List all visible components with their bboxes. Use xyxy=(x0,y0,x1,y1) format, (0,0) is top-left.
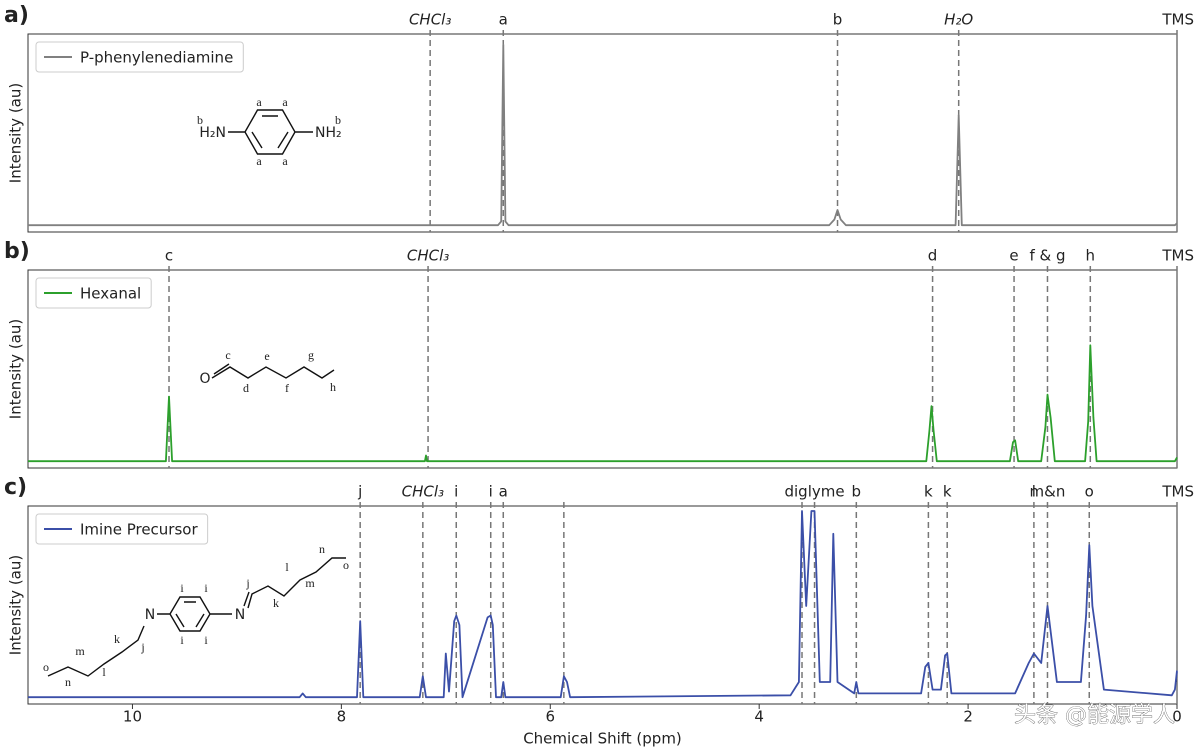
reference-label: b xyxy=(833,11,843,29)
structure-label: i xyxy=(204,633,208,647)
x-tick-label: 10 xyxy=(123,708,142,726)
legend: P-phenylenediamine xyxy=(35,41,244,73)
spectrum-line xyxy=(28,344,1178,463)
watermark: 头条 @能源学人 xyxy=(1014,703,1175,728)
x-axis-label: Chemical Shift (ppm) xyxy=(523,730,682,748)
structure-label: o xyxy=(343,558,349,572)
reference-label: CHCl₃ xyxy=(402,483,444,501)
structure-label: j xyxy=(140,640,144,654)
panel-label: b) xyxy=(4,239,30,264)
structure-label: i xyxy=(180,581,184,595)
x-tick-label: 8 xyxy=(337,708,347,726)
structure-label: n xyxy=(65,675,71,689)
reference-label: e xyxy=(1009,247,1018,265)
reference-label: a xyxy=(499,11,508,29)
structure-label: j xyxy=(245,576,249,590)
reference-label: CHCl₃ xyxy=(409,11,451,29)
reference-label: diglyme xyxy=(784,483,844,501)
reference-label: c xyxy=(165,247,173,265)
structure-label: i xyxy=(204,581,208,595)
structure-label: a xyxy=(256,154,262,168)
structure-label: H₂N xyxy=(199,125,226,141)
structure-label: h xyxy=(330,380,336,394)
reference-label: f & g xyxy=(1029,247,1065,265)
reference-label: m&n xyxy=(1030,483,1066,501)
legend-label: Imine Precursor xyxy=(80,521,198,539)
structure-a: a a a a b b H₂N NH₂ xyxy=(197,95,342,168)
reference-label: h xyxy=(1086,247,1096,265)
legend-label: Hexanal xyxy=(80,285,141,303)
x-tick-label: 2 xyxy=(963,708,973,726)
y-axis-label: Intensity (au) xyxy=(7,555,25,655)
structure-label: b xyxy=(197,113,203,127)
plot-frame xyxy=(27,269,1178,469)
structure-label: a xyxy=(282,154,288,168)
x-tick-label: 6 xyxy=(545,708,555,726)
structure-label: NH₂ xyxy=(315,125,342,141)
reference-label: l xyxy=(1032,483,1036,501)
x-tick-label: 4 xyxy=(754,708,764,726)
panel-label: a) xyxy=(4,3,29,28)
reference-label: TMS xyxy=(1161,11,1194,29)
structure-label: a xyxy=(282,95,288,109)
legend-box xyxy=(35,41,244,73)
reference-label: d xyxy=(928,247,938,265)
structure-label: n xyxy=(319,542,325,556)
structure-label: g xyxy=(308,348,314,362)
structure-label: m xyxy=(305,576,315,590)
structure-label: d xyxy=(243,381,249,395)
y-axis-label: Intensity (au) xyxy=(7,83,25,183)
structure-b: O c d e f g h xyxy=(199,348,336,395)
structure-label: e xyxy=(264,349,269,363)
legend-label: P-phenylenediamine xyxy=(80,49,233,67)
reference-label: k xyxy=(924,483,933,501)
reference-label: i xyxy=(454,483,458,501)
reference-label: b xyxy=(852,483,862,501)
reference-label: TMS xyxy=(1161,247,1194,265)
structure-label: a xyxy=(256,95,262,109)
spectrum-line xyxy=(28,43,1178,227)
structure-label: k xyxy=(273,596,279,610)
x-tick-label: 0 xyxy=(1172,708,1182,726)
legend: Imine Precursor xyxy=(35,513,209,545)
legend: Hexanal xyxy=(35,277,152,309)
structure-label: o xyxy=(43,660,49,674)
reference-label: i xyxy=(489,483,493,501)
reference-label: TMS xyxy=(1161,483,1194,501)
reference-label: j xyxy=(357,483,362,501)
reference-label: H₂O xyxy=(944,11,973,29)
reference-label: CHCl₃ xyxy=(407,247,449,265)
structure-label: m xyxy=(75,644,85,658)
reference-label: k xyxy=(943,483,952,501)
reference-label: o xyxy=(1085,483,1094,501)
structure-label: c xyxy=(225,348,230,362)
legend-box xyxy=(35,513,209,545)
structure-label: b xyxy=(335,113,341,127)
structure-label: l xyxy=(102,665,106,679)
structure-label: f xyxy=(285,381,289,395)
structure-label: N xyxy=(235,607,245,623)
reference-label: a xyxy=(499,483,508,501)
structure-label: l xyxy=(285,560,289,574)
structure-label: O xyxy=(199,371,210,387)
spectrum-line xyxy=(28,510,1178,699)
structure-label: i xyxy=(180,633,184,647)
y-axis-label: Intensity (au) xyxy=(7,319,25,419)
panel-label: c) xyxy=(4,475,27,500)
structure-c: o n m l k j N i i i i N j k l m n o xyxy=(43,542,349,689)
structure-label: k xyxy=(114,632,120,646)
legend-box xyxy=(35,277,152,309)
structure-label: N xyxy=(145,607,155,623)
